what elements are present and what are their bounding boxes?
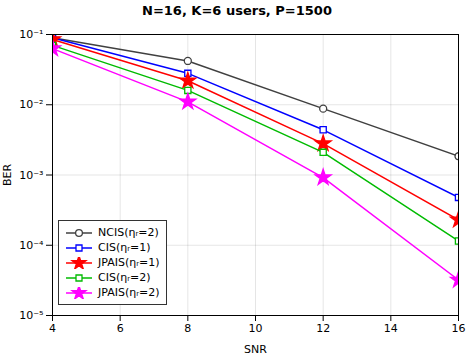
html-text:JPAIS(ηᵣ=2): JPAIS(ηᵣ=2) [98,286,160,299]
html-text:CIS(ηᵣ=2): CIS(ηᵣ=2) [98,271,151,284]
svg-text:BER: BER [1,164,14,186]
svg-text:10: 10 [249,322,263,335]
svg-text:14: 14 [384,322,398,335]
svg-text:10⁻⁵: 10⁻⁵ [19,309,43,322]
html-text:NCIS(ηᵣ=2): NCIS(ηᵣ=2) [98,226,159,239]
svg-text:10⁻⁴: 10⁻⁴ [19,239,44,252]
svg-text:10⁻³: 10⁻³ [19,169,43,182]
html-text:CIS(ηᵣ=1): CIS(ηᵣ=1) [98,241,151,254]
html-text:JPAIS(ηᵣ=1): JPAIS(ηᵣ=1) [98,256,160,269]
svg-text:SNR: SNR [244,343,267,355]
svg-text:4: 4 [49,322,56,335]
svg-text:6: 6 [117,322,124,335]
svg-text:16: 16 [452,322,466,335]
svg-text:12: 12 [316,322,330,335]
svg-text:8: 8 [184,322,191,335]
svg-text:10⁻²: 10⁻² [19,98,43,111]
svg-text:10⁻¹: 10⁻¹ [19,28,43,41]
html-text:N=16, K=6 users, P=1500: N=16, K=6 users, P=1500 [142,3,332,18]
